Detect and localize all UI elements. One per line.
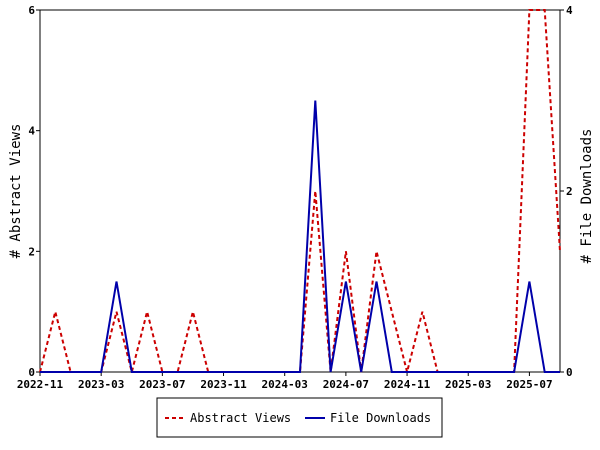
y-tick-label-right-2: 2 <box>566 185 573 198</box>
x-tick-label-2022-11: 2022-11 <box>17 378 64 391</box>
plot-area: 0 2 4 6 0 2 4 2022-11 2023-03 2023-07 2023-11 2024-… <box>17 4 573 391</box>
x-tick-label-2025-03: 2025-03 <box>445 378 491 391</box>
y-tick-label-left-0: 0 <box>28 366 35 379</box>
legend: Abstract Views File Downloads <box>156 397 443 438</box>
y-axis-title-left: # Abstract Views <box>8 124 24 259</box>
series-line-abstract-views <box>39 9 561 373</box>
x-tick-label-2024-07: 2024-07 <box>323 378 369 391</box>
y-tick-label-right-0: 0 <box>566 366 573 379</box>
x-tick-label-2023-11: 2023-11 <box>200 378 247 391</box>
legend-label-file-downloads: File Downloads <box>330 411 431 425</box>
series-line-file-downloads <box>40 100 560 373</box>
y-tick-label-left-2: 2 <box>28 245 35 258</box>
x-tick-label-2025-07: 2025-07 <box>506 378 552 391</box>
legend-box <box>156 397 443 438</box>
legend-label-abstract-views: Abstract Views <box>190 411 291 425</box>
y-tick-label-left-4: 4 <box>28 125 35 138</box>
y-tick-label-right-4: 4 <box>566 4 573 17</box>
x-tick-label-2023-07: 2023-07 <box>139 378 185 391</box>
y-tick-label-left-6: 6 <box>28 4 35 17</box>
x-tick-label-2023-03: 2023-03 <box>78 378 124 391</box>
plot-frame <box>39 9 561 373</box>
x-tick-label-2024-11: 2024-11 <box>384 378 431 391</box>
y-axis-title-right: # File Downloads <box>579 129 595 264</box>
x-tick-label-2024-03: 2024-03 <box>262 378 308 391</box>
